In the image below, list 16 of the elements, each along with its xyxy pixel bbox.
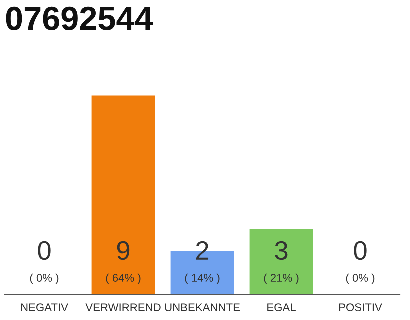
x-tick-label: VERWIRREND bbox=[86, 304, 161, 312]
x-tick-label: EGAL bbox=[268, 304, 296, 312]
data-label: 3 bbox=[275, 241, 288, 260]
x-tick-label: NEGATIV bbox=[21, 304, 68, 312]
annotation: ( 0% ) bbox=[346, 274, 375, 284]
data-label: 2 bbox=[196, 241, 209, 260]
annotation: ( 64% ) bbox=[106, 274, 141, 284]
chart-title: 07692544 bbox=[6, 6, 154, 30]
data-label: 9 bbox=[117, 241, 130, 260]
annotation: ( 21% ) bbox=[264, 274, 299, 284]
x-tick-label: POSITIV bbox=[339, 304, 382, 312]
x-tick-label: UNBEKANNTE bbox=[165, 304, 240, 312]
data-label: 0 bbox=[38, 241, 51, 260]
annotation: ( 14% ) bbox=[185, 274, 220, 284]
data-label: 0 bbox=[354, 241, 367, 260]
annotation: ( 0% ) bbox=[30, 274, 59, 284]
